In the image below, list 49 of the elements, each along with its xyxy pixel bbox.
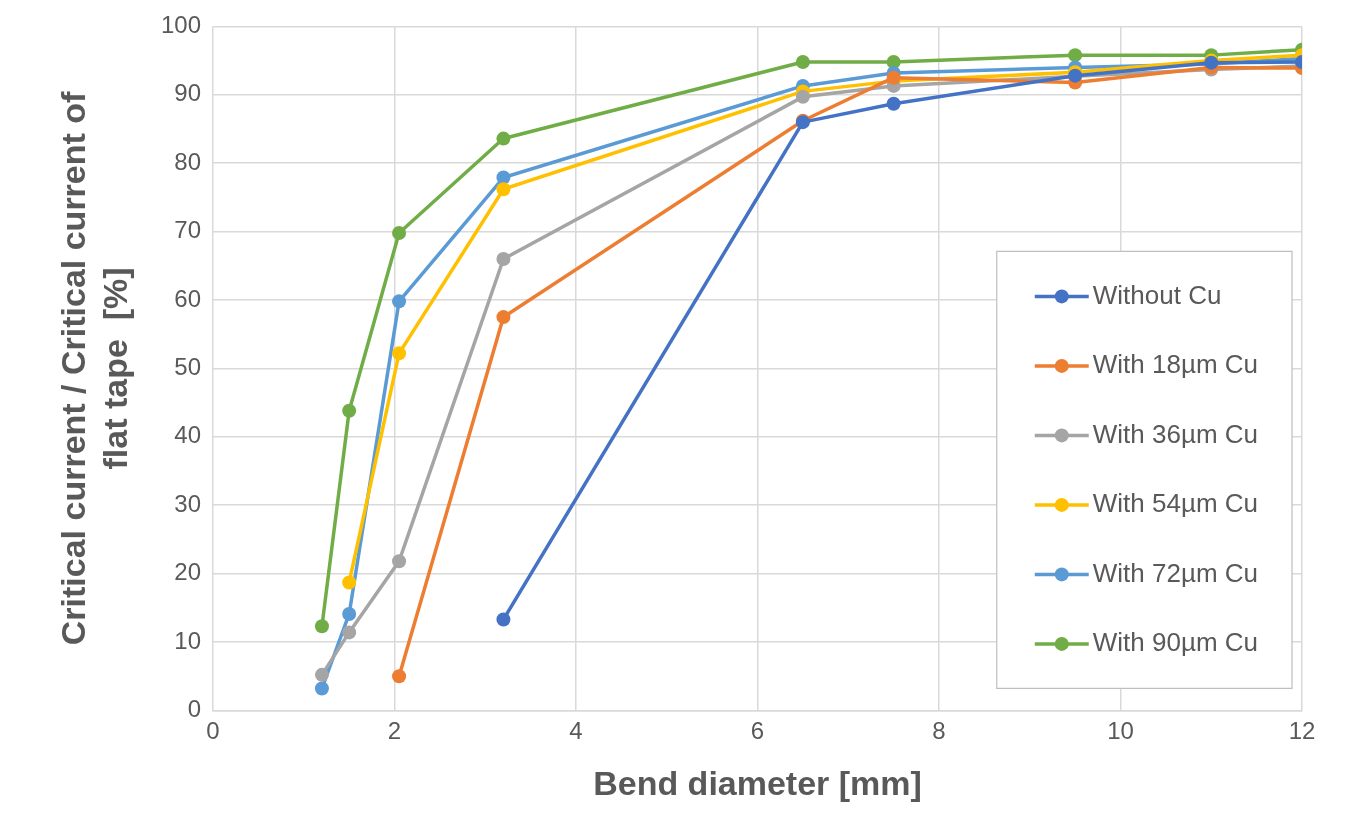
point	[886, 70, 901, 85]
point	[795, 54, 810, 69]
y-tick-label: 100	[161, 11, 202, 39]
point	[342, 575, 357, 590]
point	[795, 89, 810, 104]
point	[496, 170, 511, 185]
x-tick-label: 6	[750, 717, 765, 745]
point	[314, 619, 329, 634]
x-tick-label: 10	[1107, 717, 1134, 745]
point	[392, 346, 407, 361]
x-tick-label: 12	[1288, 717, 1316, 745]
y-tick-label: 40	[174, 421, 202, 449]
y-tick-label: 30	[174, 489, 202, 517]
point	[496, 131, 511, 146]
point	[496, 310, 511, 325]
legend-label: With 90µm Cu	[1092, 627, 1259, 658]
point	[342, 625, 357, 640]
point	[342, 403, 357, 418]
x-tick-label: 4	[569, 717, 583, 745]
legend-label: With 72µm Cu	[1092, 557, 1259, 588]
legend-label: With 18µm Cu	[1092, 349, 1259, 380]
point	[496, 251, 511, 266]
y-tick-label: 10	[174, 626, 202, 654]
x-tick-label: 0	[206, 717, 220, 745]
y-axis-title: Critical current / Critical current of flat tape [%]	[53, 90, 135, 646]
y-tick-label: 90	[174, 79, 202, 107]
point	[1068, 48, 1083, 63]
point	[392, 294, 407, 309]
point	[342, 606, 357, 621]
y-tick-label: 50	[174, 353, 202, 381]
point	[314, 667, 329, 682]
legend-label: With 54µm Cu	[1092, 488, 1259, 519]
point	[496, 612, 511, 627]
y-tick-label: 0	[187, 695, 202, 723]
legend-label: Without Cu	[1092, 279, 1222, 310]
point	[392, 554, 407, 569]
x-tick-label: 8	[932, 717, 946, 745]
legend-label: With 36µm Cu	[1092, 418, 1259, 449]
y-tick-label: 80	[174, 147, 202, 175]
point	[886, 96, 901, 111]
x-axis-title: Bend diameter [mm]	[593, 763, 922, 802]
point	[496, 182, 511, 197]
point	[392, 669, 407, 684]
x-tick-label: 2	[387, 717, 402, 745]
point	[314, 681, 329, 696]
y-tick-label: 60	[174, 284, 202, 312]
y-tick-label: 70	[174, 216, 202, 244]
y-tick-label: 20	[174, 558, 202, 586]
point	[392, 225, 407, 240]
